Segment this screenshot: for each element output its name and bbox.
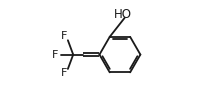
Text: F: F [61, 68, 67, 78]
Text: F: F [61, 31, 67, 41]
Text: HO: HO [114, 8, 131, 21]
Text: F: F [51, 50, 58, 60]
